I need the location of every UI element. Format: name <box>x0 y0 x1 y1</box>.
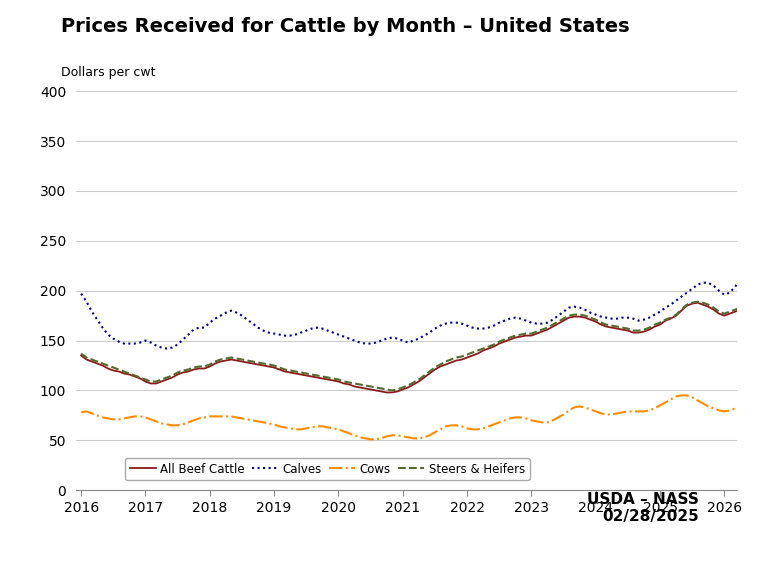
Steers & Heifers <box>184 366 193 373</box>
Cows <box>757 386 760 393</box>
Cows <box>130 413 139 420</box>
Calves <box>757 253 760 259</box>
All Beef Cattle <box>655 321 664 328</box>
Text: Dollars per cwt: Dollars per cwt <box>61 66 155 79</box>
Legend: All Beef Cattle, Calves, Cows, Steers & Heifers: All Beef Cattle, Calves, Cows, Steers & … <box>125 458 530 481</box>
Calves <box>441 320 450 327</box>
Steers & Heifers <box>655 319 664 326</box>
Steers & Heifers <box>757 298 760 304</box>
Steers & Heifers <box>441 358 450 365</box>
All Beef Cattle <box>130 373 139 380</box>
All Beef Cattle <box>382 389 391 396</box>
Calves <box>163 345 172 352</box>
Steers & Heifers <box>77 350 86 357</box>
Line: All Beef Cattle: All Beef Cattle <box>81 288 760 392</box>
Calves <box>189 326 198 333</box>
Line: Cows: Cows <box>81 363 760 439</box>
Calves <box>130 340 139 347</box>
All Beef Cattle <box>184 368 193 375</box>
Line: Steers & Heifers: Steers & Heifers <box>81 286 760 390</box>
All Beef Cattle <box>77 352 86 359</box>
Text: USDA – NASS
02/28/2025: USDA – NASS 02/28/2025 <box>587 492 699 524</box>
Text: Prices Received for Cattle by Month – United States: Prices Received for Cattle by Month – Un… <box>61 17 629 36</box>
Calves <box>77 290 86 297</box>
All Beef Cattle <box>441 361 450 368</box>
Steers & Heifers <box>130 372 139 379</box>
Cows <box>441 423 450 430</box>
Cows <box>655 402 664 409</box>
Cows <box>77 409 86 416</box>
Calves <box>655 308 664 315</box>
All Beef Cattle <box>757 299 760 306</box>
Steers & Heifers <box>388 387 397 394</box>
Cows <box>366 436 375 443</box>
Cows <box>184 419 193 426</box>
Line: Calves: Calves <box>81 126 760 348</box>
